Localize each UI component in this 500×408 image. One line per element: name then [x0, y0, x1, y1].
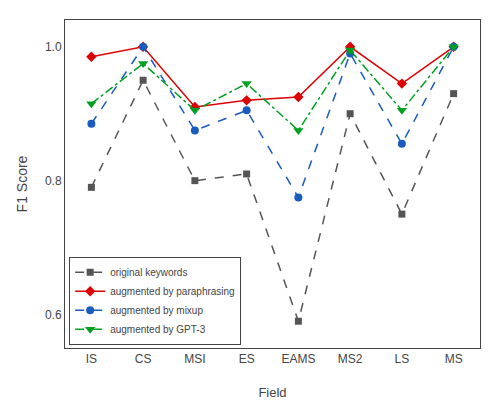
svg-text:MSI: MSI: [184, 352, 205, 366]
svg-text:MS2: MS2: [338, 352, 363, 366]
svg-text:MS: MS: [445, 352, 463, 366]
svg-text:augmented by mixup: augmented by mixup: [110, 305, 203, 316]
svg-text:0.8: 0.8: [45, 174, 62, 188]
svg-text:ES: ES: [239, 352, 255, 366]
svg-text:augmented by GPT-3: augmented by GPT-3: [110, 324, 205, 335]
svg-text:augmented by paraphrasing: augmented by paraphrasing: [110, 286, 235, 297]
svg-text:IS: IS: [86, 352, 97, 366]
svg-text:Field: Field: [258, 385, 286, 400]
svg-text:CS: CS: [135, 352, 152, 366]
svg-text:EAMS: EAMS: [281, 352, 315, 366]
svg-text:1.0: 1.0: [45, 40, 62, 54]
svg-text:0.6: 0.6: [45, 308, 62, 322]
svg-text:F1 Score: F1 Score: [14, 155, 30, 212]
svg-text:original keywords: original keywords: [110, 267, 187, 278]
svg-text:LS: LS: [395, 352, 410, 366]
